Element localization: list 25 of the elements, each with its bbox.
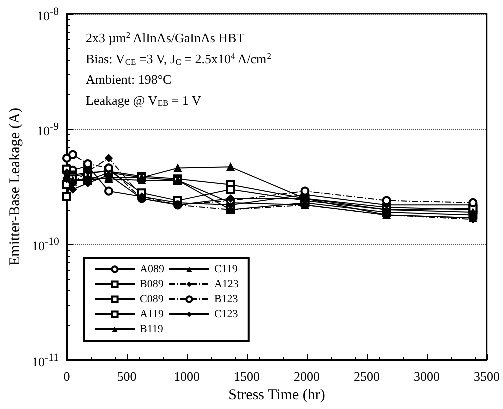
legend-label: C089 <box>140 294 164 306</box>
legend-label: C123 <box>214 308 239 320</box>
x-tick-label: 500 <box>117 369 137 384</box>
x-tick-label: 0 <box>64 369 70 384</box>
x-axis-title: Stress Time (hr) <box>228 388 326 404</box>
x-tick-label: 1500 <box>234 369 260 384</box>
x-tick-label: 2500 <box>354 369 380 384</box>
y-axis-title: Emitter-Base Leakage (A) <box>8 108 24 266</box>
annotation: Leakage @ VEB = 1 V <box>86 93 202 108</box>
legend-label: B119 <box>140 324 164 336</box>
y-tick-label: 10$^{-11}$ <box>32 352 60 369</box>
y-tick-label: 10$^{-10}$ <box>32 236 60 254</box>
x-tick-label: 1000 <box>174 369 200 384</box>
x-tick-label: 3500 <box>474 369 500 384</box>
y-tick-label: 10$^{-8}$ <box>37 6 60 23</box>
legend-label: A119 <box>140 308 165 320</box>
x-tick-label: 3000 <box>414 369 440 384</box>
legend-label: B123 <box>214 294 239 306</box>
legend-label: A123 <box>214 278 240 290</box>
y-tick-label: 10$^{-9}$ <box>37 120 60 138</box>
legend-label: C119 <box>214 264 238 276</box>
x-tick-label: 2000 <box>294 369 320 384</box>
legend-label: A089 <box>140 264 165 276</box>
annotation: Ambient: 198°C <box>86 72 172 87</box>
legend-label: B089 <box>140 278 164 290</box>
